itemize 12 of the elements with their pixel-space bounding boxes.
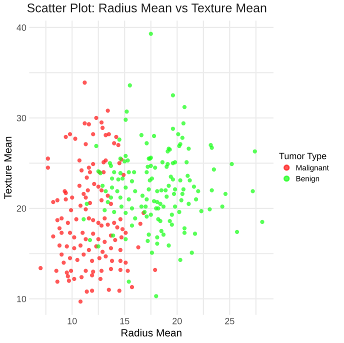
- y-tick-label: 10: [17, 296, 26, 302]
- legend-title: Tumor Type: [279, 152, 326, 161]
- y-tick-label: 40: [16, 24, 26, 31]
- x-tick-label: 25: [225, 318, 234, 324]
- y-axis-title: Texture Mean: [4, 136, 12, 200]
- y-tick-label: 20: [16, 205, 26, 212]
- x-tick-label: 20: [172, 318, 182, 324]
- y-tick-label: 30: [16, 114, 26, 122]
- x-axis-title: Radius Mean: [122, 328, 182, 336]
- x-tick-label: 15: [120, 318, 130, 324]
- chart-title: Scatter Plot: Radius Mean vs Texture Mean: [27, 3, 266, 12]
- x-tick-label: 10: [68, 318, 77, 324]
